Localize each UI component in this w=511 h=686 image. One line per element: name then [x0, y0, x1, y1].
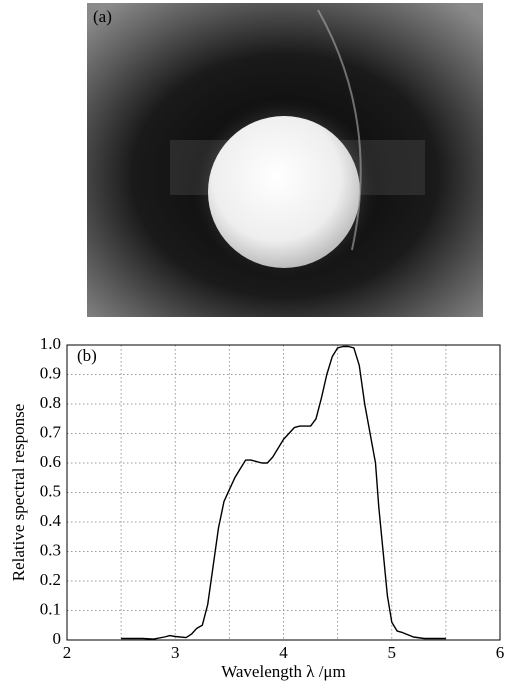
y-tick-label: 0.2: [40, 570, 61, 589]
panel-label: (b): [77, 346, 97, 365]
image-panel: (a): [87, 3, 483, 317]
y-tick-label: 0.9: [40, 363, 61, 382]
x-tick-label: 4: [279, 643, 288, 662]
y-tick-label: 0: [53, 629, 62, 648]
y-tick-label: 0.4: [40, 511, 62, 530]
x-tick-label: 6: [496, 643, 505, 662]
y-tick-label: 0.6: [40, 452, 61, 471]
y-tick-label: 0.5: [40, 481, 61, 500]
x-tick-label: 5: [388, 643, 397, 662]
y-axis-label: Relative spectral response: [9, 404, 28, 582]
page: (a) 0 0.1 0.2 0.3 0.4 0.5 0.6 0.7 0.8 0.9 1.0 2 3 4 5 6…: [0, 0, 511, 686]
y-tick-label: 0.3: [40, 540, 61, 559]
y-tick-label: 0.1: [40, 599, 61, 618]
x-tick-label: 2: [63, 643, 72, 662]
y-tick-label: 0.7: [40, 422, 62, 441]
image-label: (a): [93, 7, 112, 26]
x-axis-label: Wavelength λ /μm: [221, 662, 346, 681]
y-tick-label: 1.0: [40, 334, 61, 353]
figure: (a) 0 0.1 0.2 0.3 0.4 0.5 0.6 0.7 0.8 0.9 1.0 2 3 4 5 6…: [0, 0, 511, 686]
image-spot: [208, 116, 360, 268]
y-tick-label: 0.8: [40, 393, 61, 412]
x-tick-label: 3: [171, 643, 180, 662]
